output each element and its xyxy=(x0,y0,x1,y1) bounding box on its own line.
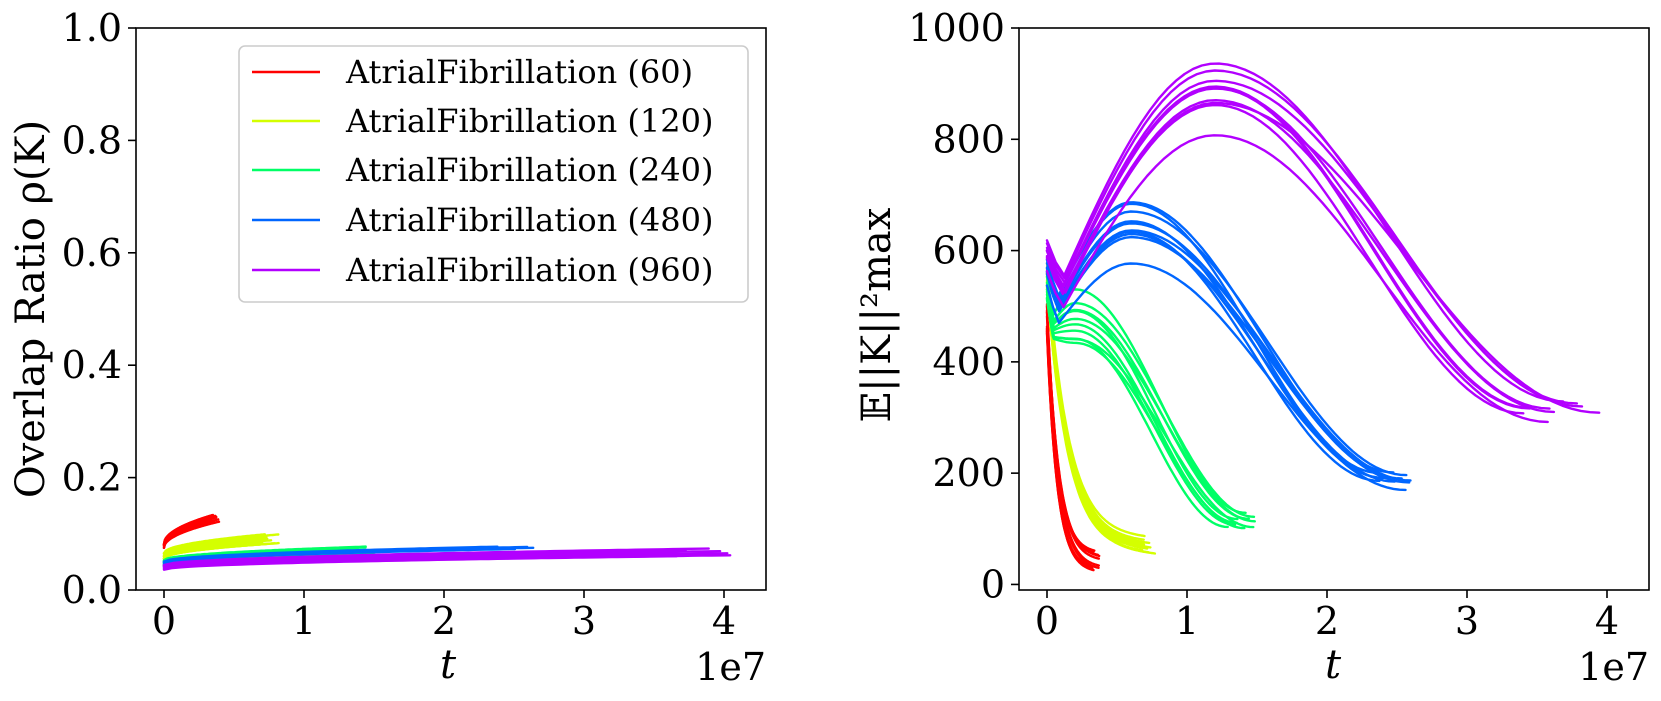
overlap-ratio-series-line xyxy=(162,548,687,567)
kernel-norm-series-line xyxy=(1045,293,1237,526)
kernel-norm-series-line xyxy=(1045,304,1095,553)
kernel-norm-x-offset: 1e7 xyxy=(1578,645,1649,689)
kernel-norm-series-line xyxy=(1045,288,1257,523)
kernel-norm-series-line xyxy=(1045,229,1412,482)
overlap-ratio-ticks: 0 1 2 3 4 0.0 0.2 0.4 0.6 0.8 1.0 xyxy=(62,6,737,643)
kernel-norm-series-line xyxy=(1045,275,1247,514)
kernel-norm-series-line xyxy=(1045,330,1094,570)
overlap-ratio-panel: 0 1 2 3 4 0.0 0.2 0.4 0.6 0.8 1.0 t 1e7 Overlap Ra… xyxy=(8,6,767,689)
kernel-norm-y-tick-label: 400 xyxy=(932,340,1005,384)
kernel-norm-series-line xyxy=(1045,232,1397,483)
kernel-norm-series-line xyxy=(1045,69,1579,405)
legend-label: AtrialFibrillation (240) xyxy=(345,151,713,189)
kernel-norm-series-line xyxy=(1045,284,1239,521)
kernel-norm-lines xyxy=(1045,62,1601,572)
overlap-ratio-y-tick-label: 0.4 xyxy=(62,343,122,387)
kernel-norm-series-line xyxy=(1045,235,1411,484)
overlap-ratio-x-tick-label: 3 xyxy=(572,599,596,643)
overlap-ratio-series-line xyxy=(162,537,269,558)
kernel-norm-x-tick-label: 2 xyxy=(1315,599,1339,643)
legend: AtrialFibrillation (60) AtrialFibrillati… xyxy=(238,45,749,303)
legend-entry: AtrialFibrillation (960) xyxy=(252,251,713,289)
legend-label: AtrialFibrillation (960) xyxy=(345,251,713,289)
kernel-norm-series-line xyxy=(1045,272,1151,545)
kernel-norm-series-line xyxy=(1045,281,1256,518)
kernel-norm-ticks: 0 1 2 3 4 0 200 400 600 800 1000 xyxy=(908,6,1619,643)
overlap-ratio-series-line xyxy=(162,546,367,562)
kernel-norm-panel: 0 1 2 3 4 0 200 400 600 800 1000 t 1e7 𝔼||K||²max xyxy=(854,6,1650,689)
kernel-norm-series-line xyxy=(1045,98,1556,414)
kernel-norm-series-line xyxy=(1045,85,1533,410)
kernel-norm-x-tick-label: 3 xyxy=(1455,599,1479,643)
kernel-norm-y-tick-label: 200 xyxy=(932,451,1005,495)
overlap-ratio-series-line xyxy=(162,518,220,548)
legend-label: AtrialFibrillation (60) xyxy=(345,53,693,91)
overlap-ratio-xlabel: t xyxy=(440,642,457,688)
overlap-ratio-x-offset: 1e7 xyxy=(695,645,766,689)
kernel-norm-y-tick-label: 1000 xyxy=(908,6,1005,50)
kernel-norm-axes-frame xyxy=(1018,27,1650,591)
legend-entry: AtrialFibrillation (480) xyxy=(252,201,713,239)
overlap-ratio-x-tick-label: 0 xyxy=(152,599,176,643)
legend-entry: AtrialFibrillation (60) xyxy=(252,53,693,91)
kernel-norm-series-line xyxy=(1045,288,1157,555)
overlap-ratio-series-line xyxy=(162,550,722,568)
legend-label: AtrialFibrillation (480) xyxy=(345,201,713,239)
overlap-ratio-x-tick-label: 1 xyxy=(292,599,316,643)
legend-entry: AtrialFibrillation (240) xyxy=(252,151,713,189)
overlap-ratio-series-line xyxy=(162,520,221,550)
kernel-norm-x-tick-label: 4 xyxy=(1595,599,1619,643)
kernel-norm-series-line xyxy=(1045,220,1385,480)
kernel-norm-y-tick-label: 800 xyxy=(932,117,1005,161)
legend-entry: AtrialFibrillation (120) xyxy=(252,102,713,140)
overlap-ratio-y-tick-label: 0.2 xyxy=(62,456,122,500)
kernel-norm-series-line xyxy=(1045,62,1565,403)
kernel-norm-x-tick-label: 0 xyxy=(1035,599,1059,643)
overlap-ratio-series-line xyxy=(162,552,729,570)
kernel-norm-series-line xyxy=(1045,210,1408,477)
overlap-ratio-axes-frame xyxy=(135,27,767,591)
overlap-ratio-y-tick-label: 0.0 xyxy=(62,568,122,612)
overlap-ratio-y-tick-label: 0.6 xyxy=(62,231,122,275)
overlap-ratio-series-line xyxy=(162,542,277,560)
kernel-norm-y-tick-label: 0 xyxy=(981,562,1005,606)
legend-box xyxy=(238,45,749,303)
overlap-ratio-lines xyxy=(162,513,732,571)
kernel-norm-series-line xyxy=(1045,298,1246,530)
overlap-ratio-series-line xyxy=(162,547,517,565)
kernel-norm-series-line xyxy=(1045,101,1601,414)
overlap-ratio-series-line xyxy=(162,554,732,571)
kernel-norm-series-line xyxy=(1045,134,1549,424)
kernel-norm-series-line xyxy=(1045,296,1229,529)
overlap-ratio-ylabel: Overlap Ratio ρ(K) xyxy=(8,120,54,498)
kernel-norm-y-tick-label: 600 xyxy=(932,229,1005,273)
kernel-norm-ylabel: 𝔼||K||²max xyxy=(854,207,900,422)
kernel-norm-x-tick-label: 1 xyxy=(1175,599,1199,643)
overlap-ratio-x-tick-label: 2 xyxy=(432,599,456,643)
kernel-norm-xlabel: t xyxy=(1325,642,1342,688)
overlap-ratio-series-line xyxy=(162,533,266,555)
overlap-ratio-y-tick-label: 1.0 xyxy=(62,6,122,50)
legend-label: AtrialFibrillation (120) xyxy=(345,102,713,140)
overlap-ratio-series-line xyxy=(162,545,529,563)
overlap-ratio-x-tick-label: 4 xyxy=(712,599,736,643)
overlap-ratio-series-line xyxy=(162,515,217,546)
overlap-ratio-y-tick-label: 0.8 xyxy=(62,118,122,162)
